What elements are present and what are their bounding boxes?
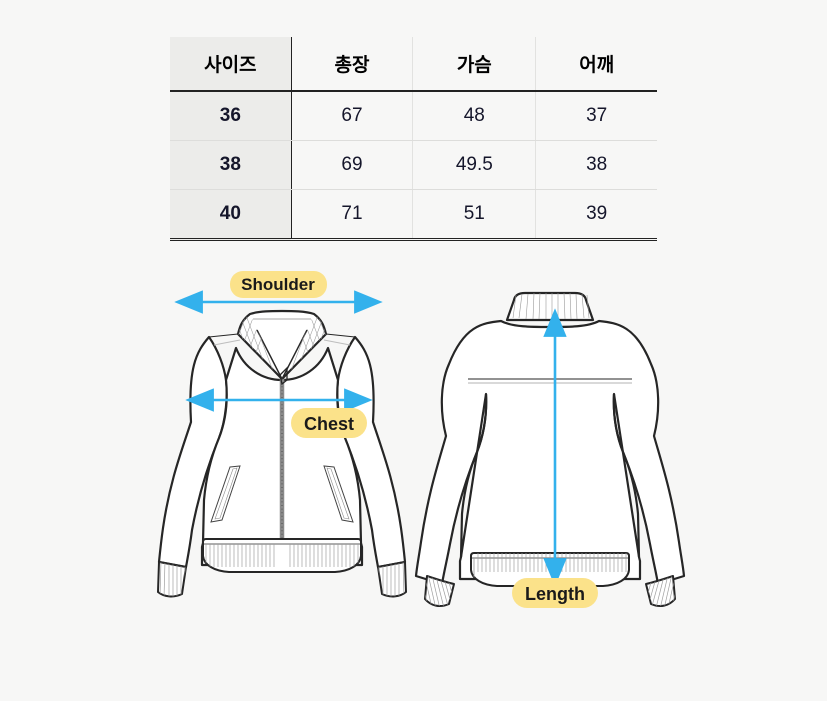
svg-text:Length: Length xyxy=(525,584,585,604)
svg-text:Chest: Chest xyxy=(304,414,354,434)
svg-text:Shoulder: Shoulder xyxy=(241,275,315,294)
